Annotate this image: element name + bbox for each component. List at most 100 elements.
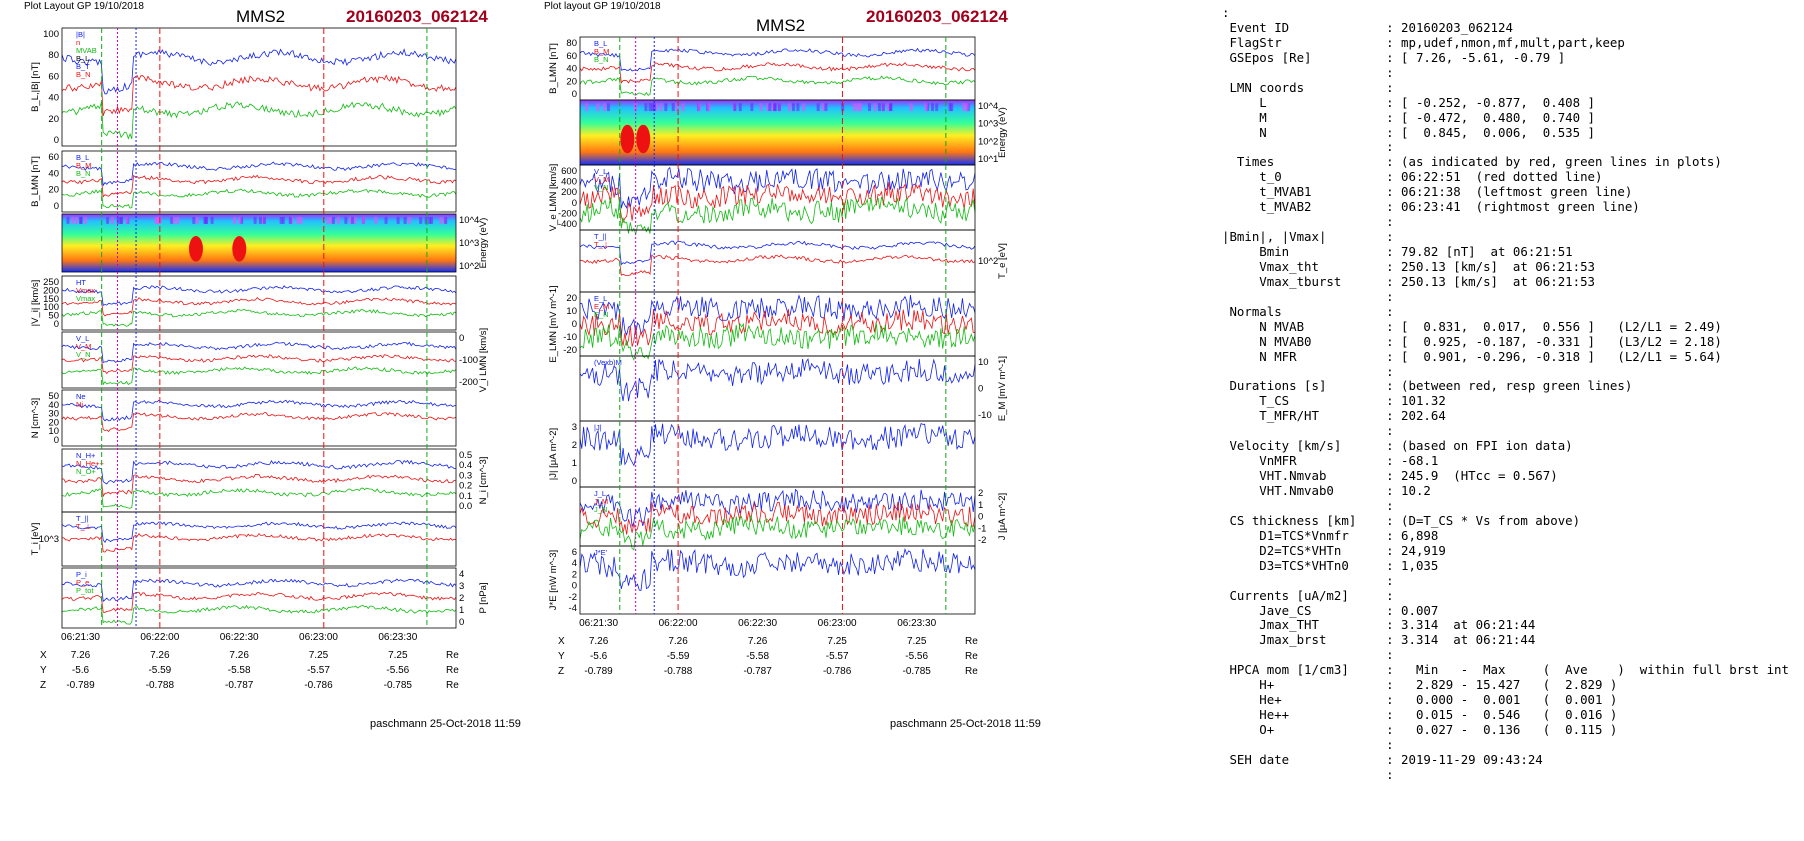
time-tick-label: 06:22:30 xyxy=(220,632,259,643)
spectrogram-speckle xyxy=(125,216,129,224)
y-tick-label: 80 xyxy=(566,38,577,49)
spectrogram-speckle xyxy=(867,103,871,112)
position-value: -5.56 xyxy=(905,651,928,662)
y-tick-label: 0 xyxy=(978,384,983,395)
y-tick-label: 0 xyxy=(459,333,464,344)
y-tick-label: 0 xyxy=(978,512,983,523)
info-line: Durations [s] : (between red, resp green… xyxy=(1222,378,1633,394)
position-row-label: Y xyxy=(558,651,565,662)
spectrogram-speckle xyxy=(384,216,388,224)
spectrogram-speckle xyxy=(909,103,913,112)
info-line: : xyxy=(1222,766,1394,782)
legend-entry: V_M xyxy=(594,175,609,184)
position-unit: Re xyxy=(446,650,459,661)
y-tick-label: 0 xyxy=(572,319,577,330)
position-row-label: X xyxy=(40,650,47,661)
y-axis-label: V_e LMN [km/s] xyxy=(548,164,559,232)
y-axis-label: Energy (eV) xyxy=(997,107,1008,158)
legend-entry: B_N xyxy=(76,70,91,79)
panel-frame xyxy=(61,511,457,567)
y-tick-label: -200 xyxy=(459,377,478,388)
spectrogram-speckle xyxy=(326,216,330,224)
data-trace xyxy=(61,532,457,553)
left-plot-layout-header: Plot Layout GP 19/10/2018 xyxy=(24,1,144,12)
legend-entry: V_N xyxy=(76,350,91,359)
y-axis-label: P [nPa] xyxy=(478,583,489,614)
position-unit: Re xyxy=(965,636,978,647)
time-tick-label: 06:21:30 xyxy=(61,632,100,643)
y-tick-label: 10^4 xyxy=(978,101,998,112)
spectrogram-speckle xyxy=(787,103,791,112)
data-trace xyxy=(579,47,976,72)
info-line: He++ : 0.015 - 0.546 ( 0.016 ) xyxy=(1222,707,1618,723)
y-tick-label: 0 xyxy=(572,198,577,209)
spectrogram-speckle xyxy=(403,216,407,224)
info-line: Vmax_tburst : 250.13 [km/s] at 06:21:53 xyxy=(1222,273,1595,289)
spectrogram-speckle xyxy=(873,103,877,112)
spectrogram-speckle xyxy=(935,103,939,112)
spectrogram-speckle xyxy=(824,103,828,112)
info-line: He+ : 0.000 - 0.001 ( 0.001 ) xyxy=(1222,692,1618,708)
panel-frame xyxy=(579,164,976,231)
y-tick-label: 0 xyxy=(54,201,59,212)
info-line: Currents [uA/m2] : xyxy=(1222,587,1394,603)
spectrogram-speckle xyxy=(962,103,966,112)
info-line: GSEpos [Re] : [ 7.26, -5.61, -0.79 ] xyxy=(1222,49,1566,65)
left-panel-4: 0 -100 -200 V_i LMN [km/s] V_LV_MV_N xyxy=(61,328,489,392)
spectrogram-speckle xyxy=(821,103,825,112)
legend-entry: MVAB xyxy=(76,46,97,55)
info-line: N MFR : [ 0.901, -0.296, -0.318 ] (L2/L1… xyxy=(1222,348,1722,364)
spectrogram-speckle xyxy=(238,216,242,224)
position-row-label: X xyxy=(558,636,565,647)
spectrogram-speckle xyxy=(841,103,845,112)
spectrogram-speckle xyxy=(655,103,659,112)
legend-entry: Ni xyxy=(76,400,83,409)
y-tick-label: 600 xyxy=(561,166,577,177)
spectrogram-speckle xyxy=(116,216,120,224)
data-trace xyxy=(579,515,976,551)
position-value: -5.6 xyxy=(72,665,90,676)
spectrogram-speckle xyxy=(777,103,781,112)
panel-frame xyxy=(579,545,976,615)
spectrogram-speckle xyxy=(351,216,355,224)
time-tick-label: 06:23:00 xyxy=(299,632,338,643)
spectrogram-speckle xyxy=(859,103,863,112)
panel-frame xyxy=(61,27,457,147)
y-tick-label: 10^1 xyxy=(978,154,998,165)
legend-entry: |J| xyxy=(594,423,602,432)
info-line: LMN coords : xyxy=(1222,79,1394,95)
y-axis-label: Energy (eV) xyxy=(478,218,489,269)
y-tick-label: -400 xyxy=(558,219,577,230)
data-trace xyxy=(579,358,976,402)
y-tick-label: 10^2 xyxy=(978,256,998,267)
y-tick-label: 0 xyxy=(572,581,577,592)
spectrogram-speckle xyxy=(419,216,423,224)
left-panel-0: 100 80 60 40 20 0 B_L,|B| [nT] |B|nMVABB_LB_TB_… xyxy=(30,27,457,147)
y-tick-label: 10 xyxy=(566,306,577,317)
y-tick-label: 3 xyxy=(572,422,577,433)
info-line: N MVAB0 : [ 0.925, -0.187, -0.331 ] (L3/… xyxy=(1222,333,1722,349)
info-line: t_0 : 06:22:51 (red dotted line) xyxy=(1222,169,1603,185)
legend-entry: E_L xyxy=(594,294,607,303)
y-tick-label: -20 xyxy=(563,345,577,356)
info-line: N MVAB : [ 0.831, 0.017, 0.556 ] (L2/L1 … xyxy=(1222,318,1722,334)
left-plot-title: MMS2 xyxy=(236,7,286,26)
data-trace xyxy=(61,366,457,386)
position-value: -0.785 xyxy=(384,680,413,691)
info-line: VHT.Nmvab : 245.9 (HTcc = 0.567) xyxy=(1222,468,1558,484)
data-trace xyxy=(61,188,457,209)
info-line: t_MVAB2 : 06:23:41 (rightmost green line… xyxy=(1222,199,1640,215)
data-trace xyxy=(579,166,976,209)
y-axis-label: |V_i| [km/s] xyxy=(30,280,41,327)
y-tick-label: 0.3 xyxy=(459,470,472,481)
panel-frame xyxy=(61,213,457,273)
middle-panel-4: 20 10 0 -10 -20 E_LMN [mV m^-1] E_LE_ME_N xyxy=(548,285,976,363)
position-unit: Re xyxy=(965,666,978,677)
spectrogram-speckle xyxy=(361,216,365,224)
y-tick-label: 0 xyxy=(54,135,59,146)
left-panel-6: 0.50.40.30.20.10.0 N_i [cm^-3] N_H+N_He++N… xyxy=(61,448,489,513)
middle-panel-5: 10 0 -10 E_M [mV m^-1] (Vexb)M xyxy=(579,355,1008,422)
